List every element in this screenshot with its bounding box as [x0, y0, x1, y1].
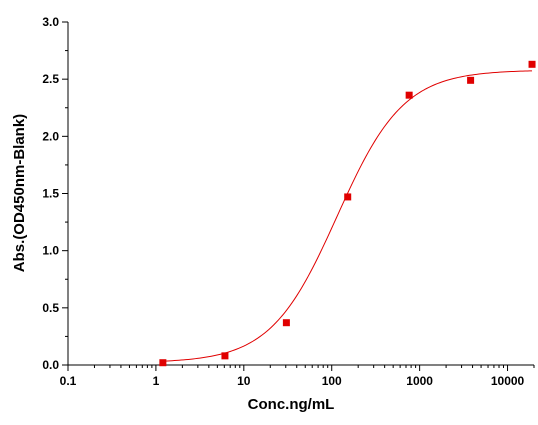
y-axis-ticks: 0.0 0.5 1.0 1.5 2.0 2.5 3.0: [42, 15, 68, 372]
data-point: [405, 91, 413, 99]
x-tick-label: 1: [153, 374, 160, 388]
x-tick-label: 100: [322, 374, 342, 388]
data-point-series: [159, 60, 536, 367]
x-axis-ticks: 0.1 1 10 100 1000 10000: [60, 365, 535, 388]
x-tick-label: 10: [237, 374, 251, 388]
x-tick-label: 0.1: [60, 374, 77, 388]
y-tick-label: 1.0: [42, 244, 59, 258]
y-axis-title: Abs.(OD450nm-Blank): [11, 114, 28, 272]
plot-area: 0.1 1 10 100 1000 10000 0.0 0.5 1.0 1.5 2.0 2.5 3.0: [42, 15, 536, 388]
data-point: [282, 319, 290, 327]
data-point: [221, 352, 229, 360]
fit-curve-line: [162, 70, 533, 362]
y-tick-label: 3.0: [42, 15, 59, 29]
y-tick-label: 0.0: [42, 358, 59, 372]
data-point: [344, 193, 352, 201]
data-point: [467, 76, 475, 84]
fit-curve-series: [162, 70, 533, 362]
y-tick-label: 1.5: [42, 187, 59, 201]
y-tick-label: 0.5: [42, 301, 59, 315]
x-tick-label: 1000: [406, 374, 433, 388]
y-tick-label: 2.5: [42, 72, 59, 86]
x-tick-label: 10000: [491, 374, 525, 388]
x-axis-title: Conc.ng/mL: [248, 396, 335, 413]
data-point: [159, 359, 167, 367]
y-tick-label: 2.0: [42, 129, 59, 143]
data-point: [528, 60, 536, 68]
